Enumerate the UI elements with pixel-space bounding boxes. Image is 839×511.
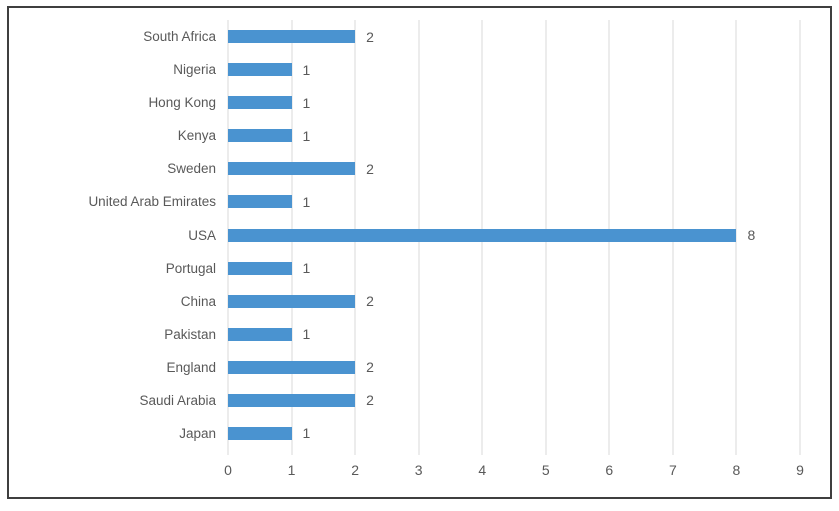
value-label: 2 [366, 160, 374, 177]
bar-row: 1 [228, 86, 800, 119]
category-label: USA [188, 227, 216, 243]
x-axis-tick-label: 6 [605, 462, 614, 478]
x-axis-tick-label: 0 [224, 462, 232, 478]
category-label: Portugal [165, 260, 216, 276]
value-label: 2 [366, 359, 374, 376]
bar [228, 30, 356, 44]
bar [228, 228, 737, 242]
bar-rows: 2 1 1 1 2 1 8 1 2 1 2 2 1 [228, 20, 800, 450]
x-axis-tick-label: 7 [668, 462, 677, 478]
value-label: 1 [302, 61, 311, 78]
bar [228, 63, 292, 77]
bar [228, 327, 292, 341]
category-label: Nigeria [173, 62, 216, 78]
x-axis-tick-label: 2 [351, 462, 360, 478]
bar-row: 2 [228, 20, 800, 53]
gridline [735, 20, 737, 455]
bar-row: 1 [228, 318, 800, 351]
bar-row: 2 [228, 384, 800, 417]
value-label: 1 [302, 94, 311, 111]
gridline [799, 20, 801, 455]
category-label: England [166, 359, 216, 375]
x-axis-tick-label: 3 [414, 462, 423, 478]
x-axis-tick-label: 1 [287, 462, 296, 478]
bar-row: 2 [228, 285, 800, 318]
value-label: 1 [302, 326, 311, 343]
bar [228, 426, 292, 440]
bar-row: 1 [228, 417, 800, 450]
y-axis-category-labels: South Africa Nigeria Hong Kong Kenya Sweden U… [9, 20, 216, 450]
bar [228, 162, 356, 176]
x-axis-tick-label: 5 [541, 462, 550, 478]
x-axis-tick-label: 4 [478, 462, 487, 478]
value-label: 2 [366, 28, 374, 45]
category-label: Kenya [177, 128, 216, 144]
bar-row: 2 [228, 351, 800, 384]
value-label: 1 [302, 425, 311, 442]
bar-row: 8 [228, 218, 800, 251]
value-label: 1 [302, 260, 311, 277]
category-label: Pakistan [164, 326, 216, 342]
value-label: 1 [302, 193, 311, 210]
bar-row: 1 [228, 53, 800, 86]
bar [228, 96, 292, 110]
x-axis-tick-label: 8 [732, 462, 741, 478]
category-label: China [180, 293, 216, 309]
category-label: Japan [179, 425, 216, 441]
x-axis: 0 1 2 3 4 5 6 7 8 9 [224, 458, 804, 482]
category-label: Saudi Arabia [139, 392, 216, 408]
bar-row: 1 [228, 252, 800, 285]
value-label: 1 [302, 127, 311, 144]
category-label: Sweden [167, 161, 216, 177]
chart-frame: South Africa Nigeria Hong Kong Kenya Sweden U… [7, 6, 832, 499]
category-label: United Arab Emirates [88, 194, 216, 210]
value-label: 2 [366, 392, 374, 409]
bar [228, 195, 292, 209]
category-label: Hong Kong [148, 95, 216, 111]
bar-row: 1 [228, 119, 800, 152]
category-label: South Africa [143, 29, 216, 45]
bar-row: 2 [228, 152, 800, 185]
x-axis-tick-label: 9 [796, 462, 804, 478]
bar [228, 129, 292, 143]
value-label: 8 [747, 227, 756, 243]
plot-area: 2 1 1 1 2 1 8 1 2 1 2 2 1 [227, 20, 801, 455]
bar [228, 360, 356, 374]
bar-row: 1 [228, 185, 800, 218]
bar [228, 294, 356, 308]
value-label: 2 [366, 293, 374, 310]
bar [228, 261, 292, 275]
bar [228, 393, 356, 407]
